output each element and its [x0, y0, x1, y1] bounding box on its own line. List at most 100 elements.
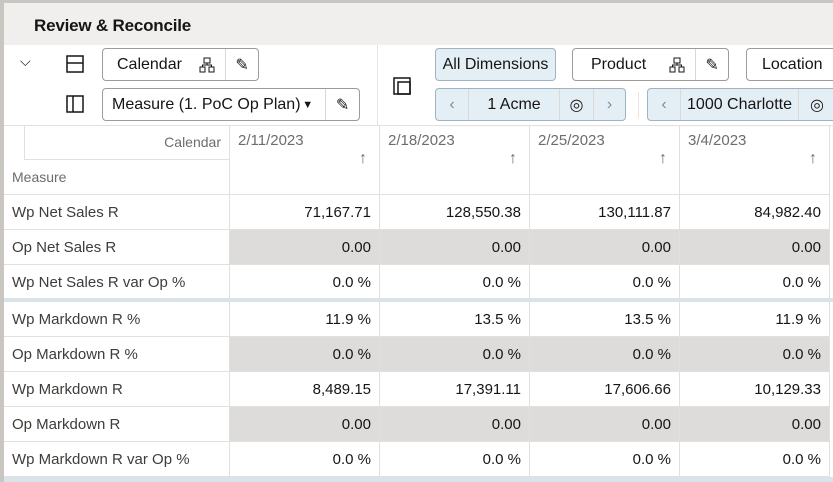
- column-header[interactable]: 2/25/2023 ↑: [530, 125, 680, 195]
- sort-arrow-icon[interactable]: ↑: [659, 150, 667, 167]
- edit-calendar-button[interactable]: ✎: [226, 49, 258, 80]
- data-cell[interactable]: 0.0 %: [530, 265, 680, 300]
- all-dimensions-button[interactable]: All Dimensions: [435, 48, 556, 81]
- cell-value: 0.00: [641, 238, 671, 256]
- cell-value: 17,391.11: [455, 380, 521, 398]
- data-cell[interactable]: 84,982.40: [680, 195, 830, 230]
- data-cell[interactable]: 0.0 %: [680, 265, 830, 300]
- cell-value: 0.00: [791, 415, 821, 433]
- data-cell[interactable]: 11.9 %: [680, 302, 830, 337]
- group-separator: [4, 298, 833, 302]
- data-cell[interactable]: 0.0 %: [680, 337, 830, 372]
- data-cell[interactable]: 0.0 %: [380, 442, 530, 477]
- data-cell[interactable]: 0.00: [530, 407, 680, 442]
- row-header[interactable]: Wp Markdown R %: [4, 302, 230, 337]
- previous-product-button[interactable]: ‹: [436, 89, 469, 120]
- row-header[interactable]: Wp Net Sales R var Op %: [4, 265, 230, 300]
- column-header[interactable]: 2/11/2023 ↑: [230, 125, 380, 195]
- row-label: Wp Markdown R: [12, 380, 123, 398]
- cell-value: 8,489.15: [312, 380, 371, 398]
- row-label: Op Markdown R %: [12, 345, 138, 363]
- chevron-down-icon[interactable]: ⌵: [20, 53, 31, 69]
- calendar-dimension-control[interactable]: Calendar ✎: [102, 48, 259, 81]
- data-cell[interactable]: 0.0 %: [530, 337, 680, 372]
- group-separator: [4, 477, 833, 482]
- data-cell[interactable]: 0.00: [230, 230, 380, 265]
- data-cell[interactable]: 10,129.33: [680, 372, 830, 407]
- cell-value: 11.9 %: [775, 310, 821, 328]
- sort-arrow-icon[interactable]: ↑: [809, 150, 817, 167]
- data-cell[interactable]: 0.0 %: [380, 337, 530, 372]
- data-cell[interactable]: 0.0 %: [530, 442, 680, 477]
- row-label: Wp Net Sales R var Op %: [12, 273, 186, 291]
- cell-value: 17,606.66: [604, 380, 671, 398]
- edit-measure-button[interactable]: ✎: [326, 89, 359, 120]
- cell-value: 0.0 %: [782, 345, 821, 363]
- data-cell[interactable]: 11.9 %: [230, 302, 380, 337]
- data-cell[interactable]: 0.00: [680, 230, 830, 265]
- target-button[interactable]: ◎: [799, 89, 833, 120]
- data-cell[interactable]: 0.0 %: [380, 265, 530, 300]
- cell-value: 0.0 %: [482, 273, 521, 291]
- data-cell[interactable]: 71,167.71: [230, 195, 380, 230]
- dropdown-caret-icon[interactable]: ▼: [302, 98, 314, 111]
- data-cell[interactable]: 0.00: [380, 407, 530, 442]
- row-label: Wp Net Sales R: [12, 203, 119, 221]
- target-button[interactable]: ◎: [560, 89, 594, 120]
- measure-label: Measure (1. PoC Op Plan): [112, 95, 301, 113]
- data-cell[interactable]: 13.5 %: [380, 302, 530, 337]
- row-header[interactable]: Op Markdown R %: [4, 337, 230, 372]
- product-label: Product: [591, 55, 647, 73]
- row-header[interactable]: Wp Markdown R var Op %: [4, 442, 230, 477]
- column-header[interactable]: 2/18/2023 ↑: [380, 125, 530, 195]
- measure-dimension-control[interactable]: Measure (1. PoC Op Plan) ▼ ✎: [102, 88, 360, 121]
- data-cell[interactable]: 0.0 %: [230, 442, 380, 477]
- data-cell[interactable]: 0.0 %: [230, 337, 380, 372]
- data-cell[interactable]: 0.00: [530, 230, 680, 265]
- location-member-selector[interactable]: ‹ 1000 Charlotte ◎: [647, 88, 833, 121]
- row-header[interactable]: Wp Markdown R: [4, 372, 230, 407]
- column-header[interactable]: 3/4/2023 ↑: [680, 125, 830, 195]
- product-dimension-control[interactable]: Product ✎: [572, 48, 729, 81]
- sort-arrow-icon[interactable]: ↑: [359, 150, 367, 167]
- column-date: 2/11/2023: [238, 132, 304, 149]
- data-cell[interactable]: 13.5 %: [530, 302, 680, 337]
- pivot-layout-icon[interactable]: [393, 77, 411, 95]
- cell-value: 0.00: [791, 238, 821, 256]
- cell-value: 0.0 %: [782, 273, 821, 291]
- cell-value: 0.00: [491, 415, 521, 433]
- product-value: 1 Acme: [487, 95, 541, 113]
- data-cell[interactable]: 0.00: [380, 230, 530, 265]
- product-member-selector[interactable]: ‹ 1 Acme ◎ ›: [435, 88, 626, 121]
- cell-value: 0.0 %: [482, 345, 521, 363]
- hierarchy-icon[interactable]: [669, 57, 685, 73]
- cell-value: 0.00: [341, 238, 371, 256]
- data-cell[interactable]: 128,550.38: [380, 195, 530, 230]
- column-layout-icon[interactable]: [66, 55, 84, 73]
- data-cell[interactable]: 17,391.11: [380, 372, 530, 407]
- previous-location-button[interactable]: ‹: [648, 89, 681, 120]
- data-cell[interactable]: 130,111.87: [530, 195, 680, 230]
- row-header[interactable]: Op Markdown R: [4, 407, 230, 442]
- edit-product-button[interactable]: ✎: [696, 49, 728, 80]
- data-cell[interactable]: 0.00: [680, 407, 830, 442]
- data-cell[interactable]: 0.0 %: [680, 442, 830, 477]
- hierarchy-icon[interactable]: [199, 57, 215, 73]
- next-product-button[interactable]: ›: [594, 89, 625, 120]
- data-cell[interactable]: 0.0 %: [230, 265, 380, 300]
- cell-value: 84,982.40: [754, 203, 821, 221]
- row-header[interactable]: Wp Net Sales R: [4, 195, 230, 230]
- data-cell[interactable]: 8,489.15: [230, 372, 380, 407]
- row-layout-icon[interactable]: [66, 95, 84, 113]
- data-cell[interactable]: 17,606.66: [530, 372, 680, 407]
- cell-value: 0.0 %: [332, 345, 371, 363]
- row-header[interactable]: Op Net Sales R: [4, 230, 230, 265]
- chevron-right-icon: ›: [606, 95, 613, 113]
- sort-arrow-icon[interactable]: ↑: [509, 150, 517, 167]
- row-label: Wp Markdown R var Op %: [12, 450, 190, 468]
- divider: [377, 45, 378, 125]
- pencil-icon: ✎: [235, 56, 249, 74]
- location-dimension-control[interactable]: Location: [746, 48, 833, 81]
- data-cell[interactable]: 0.00: [230, 407, 380, 442]
